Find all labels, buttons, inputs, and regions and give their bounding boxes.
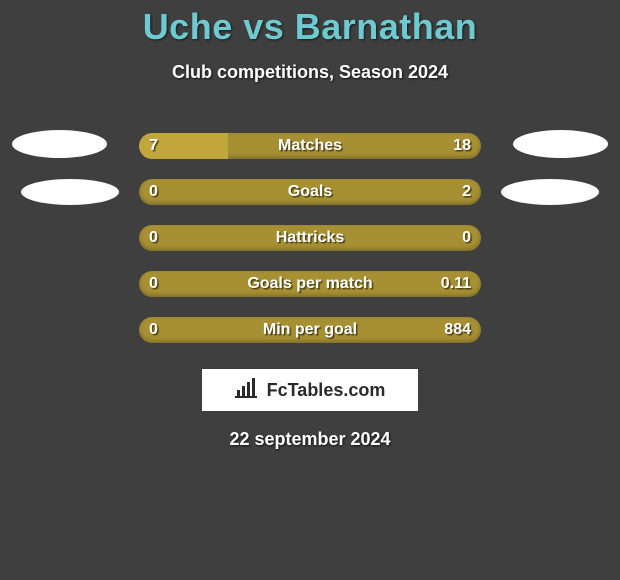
bar-right-value: 18 [453, 137, 471, 155]
page-title: Uche vs Barnathan [0, 0, 620, 48]
bar-row-hattricks: 0 Hattricks 0 [0, 215, 620, 261]
bar-label: Hattricks [139, 229, 481, 247]
bar-row-goals-per-match: 0 Goals per match 0.11 [0, 261, 620, 307]
decor-blob-left [21, 179, 119, 205]
bar-label: Matches [139, 137, 481, 155]
bar-track: 7 Matches 18 [139, 133, 481, 159]
brand-text: FcTables.com [267, 380, 386, 401]
bar-track: 0 Min per goal 884 [139, 317, 481, 343]
bar-right-value: 884 [444, 321, 471, 339]
brand-box: FcTables.com [202, 369, 418, 411]
bar-label: Goals per match [139, 275, 481, 293]
timestamp: 22 september 2024 [0, 429, 620, 450]
bar-right-value: 0 [462, 229, 471, 247]
bar-right-value: 2 [462, 183, 471, 201]
decor-blob-right [513, 130, 608, 158]
bar-right-value: 0.11 [441, 275, 471, 293]
bar-track: 0 Hattricks 0 [139, 225, 481, 251]
bar-row-min-per-goal: 0 Min per goal 884 [0, 307, 620, 353]
subtitle: Club competitions, Season 2024 [0, 62, 620, 83]
comparison-bars: 7 Matches 18 0 Goals 2 0 Hattricks 0 0 [0, 123, 620, 353]
bar-chart-icon [235, 378, 261, 403]
bar-row-goals: 0 Goals 2 [0, 169, 620, 215]
bar-label: Min per goal [139, 321, 481, 339]
bar-track: 0 Goals 2 [139, 179, 481, 205]
decor-blob-left [12, 130, 107, 158]
bar-label: Goals [139, 183, 481, 201]
decor-blob-right [501, 179, 599, 205]
bar-row-matches: 7 Matches 18 [0, 123, 620, 169]
bar-track: 0 Goals per match 0.11 [139, 271, 481, 297]
